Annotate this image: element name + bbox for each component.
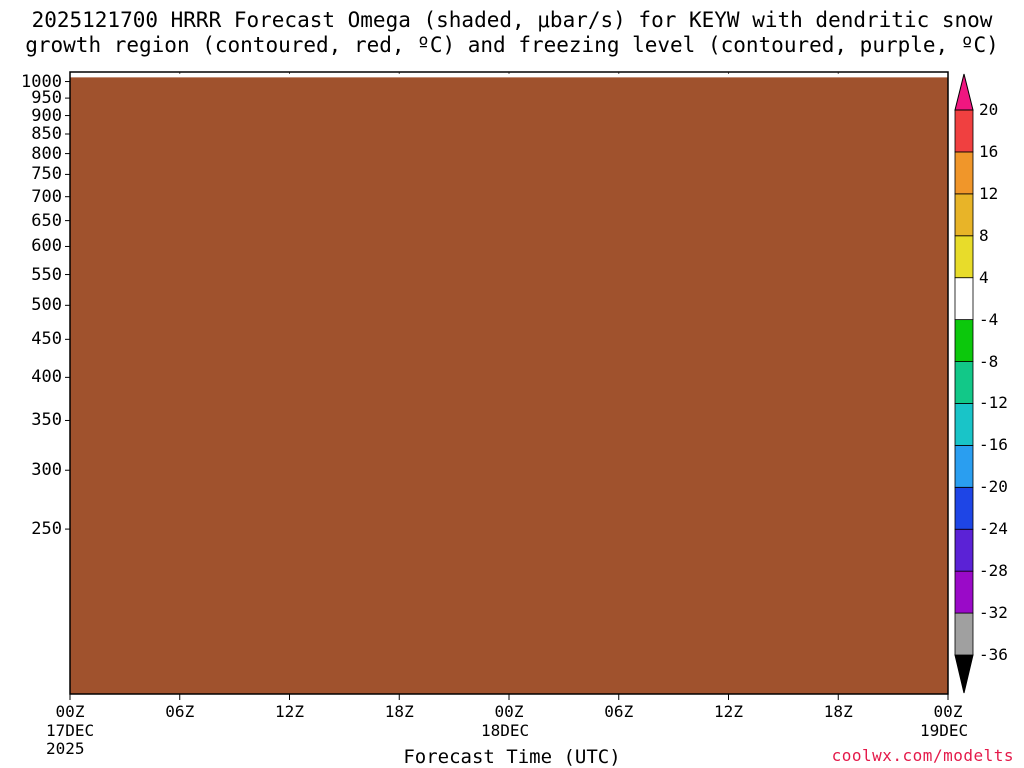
y-tick-label: 850: [31, 124, 62, 144]
x-axis-title: Forecast Time (UTC): [403, 746, 621, 768]
x-tick-label: 12Z: [714, 702, 743, 721]
x-date-label: 17DEC: [46, 721, 95, 740]
chart-title-line-2: growth region (contoured, red, ºC) and f…: [25, 33, 999, 57]
x-tick-label: 06Z: [604, 702, 634, 721]
y-tick-label: 400: [31, 367, 62, 388]
colorbar-segment: [954, 151, 974, 195]
y-tick-label: 600: [31, 236, 62, 257]
credit-link[interactable]: coolwx.com/modelts: [831, 746, 1014, 765]
chart-title-line-1: 2025121700 HRRR Forecast Omega (shaded, …: [31, 8, 993, 32]
y-tick-label: 300: [31, 460, 62, 481]
x-tick-label: 00Z: [933, 702, 963, 721]
colorbar-tick-label: -36: [979, 645, 1008, 664]
colorbar-segment: [954, 319, 974, 362]
x-date-label: 2025: [46, 739, 85, 758]
colorbar-tick-label: -16: [979, 435, 1008, 455]
colorbar-tick-label: 12: [979, 183, 999, 203]
y-tick-label: 900: [31, 105, 62, 126]
colorbar-segment: [954, 235, 974, 279]
ground-level-strip: [70, 77, 948, 695]
colorbar-tick-label: -8: [979, 351, 999, 371]
colorbar-segment: [954, 528, 974, 572]
y-tick-label: 350: [31, 410, 62, 431]
colorbar-segment: [954, 193, 974, 237]
y-tick-label: 650: [31, 210, 62, 231]
colorbar-tick-label: -32: [979, 603, 1008, 623]
y-tick-label: 550: [31, 264, 62, 285]
colorbar-segment: [954, 109, 974, 153]
x-date-label: 18DEC: [481, 721, 530, 740]
y-tick-label: 1000: [21, 71, 62, 92]
y-tick-label: 750: [31, 164, 62, 185]
colorbar-tick-label: -20: [979, 477, 1008, 497]
y-tick-label: 700: [31, 186, 62, 207]
colorbar-tick-label: -24: [979, 519, 1008, 539]
x-tick-label: 18Z: [823, 702, 853, 721]
colorbar-segment: [954, 570, 974, 614]
y-tick-label: 450: [31, 329, 62, 350]
y-tick-label: 800: [31, 143, 62, 164]
colorbar-segment: [954, 486, 974, 530]
colorbar-tick-label: -4: [979, 309, 999, 329]
y-tick-label: 500: [31, 295, 62, 316]
colorbar-segment: [954, 403, 974, 446]
y-tick-label: 250: [31, 519, 62, 540]
x-date-label: 19DEC: [920, 721, 969, 740]
colorbar-tick-label: -28: [979, 561, 1008, 581]
y-tick-label: 950: [31, 88, 62, 109]
colorbar-segment: [954, 444, 974, 488]
colorbar-tick-label: 16: [979, 141, 999, 161]
colorbar-tick-label: 20: [979, 100, 999, 119]
colorbar-segment: [954, 277, 974, 321]
x-tick-label: 00Z: [494, 702, 524, 721]
colorbar-tick-label: 8: [979, 225, 989, 245]
colorbar-top-arrow: [954, 73, 974, 111]
colorbar-segment: [954, 612, 974, 656]
colorbar-tick-label: 4: [979, 267, 989, 287]
x-tick-label: 12Z: [275, 702, 304, 721]
colorbar-segment: [954, 361, 974, 404]
x-tick-label: 06Z: [165, 702, 195, 721]
colorbar-bottom-arrow: [954, 654, 974, 694]
colorbar: [954, 73, 974, 694]
x-tick-label: 00Z: [55, 702, 85, 721]
x-tick-label: 18Z: [384, 702, 414, 721]
colorbar-tick-label: -12: [979, 393, 1008, 413]
